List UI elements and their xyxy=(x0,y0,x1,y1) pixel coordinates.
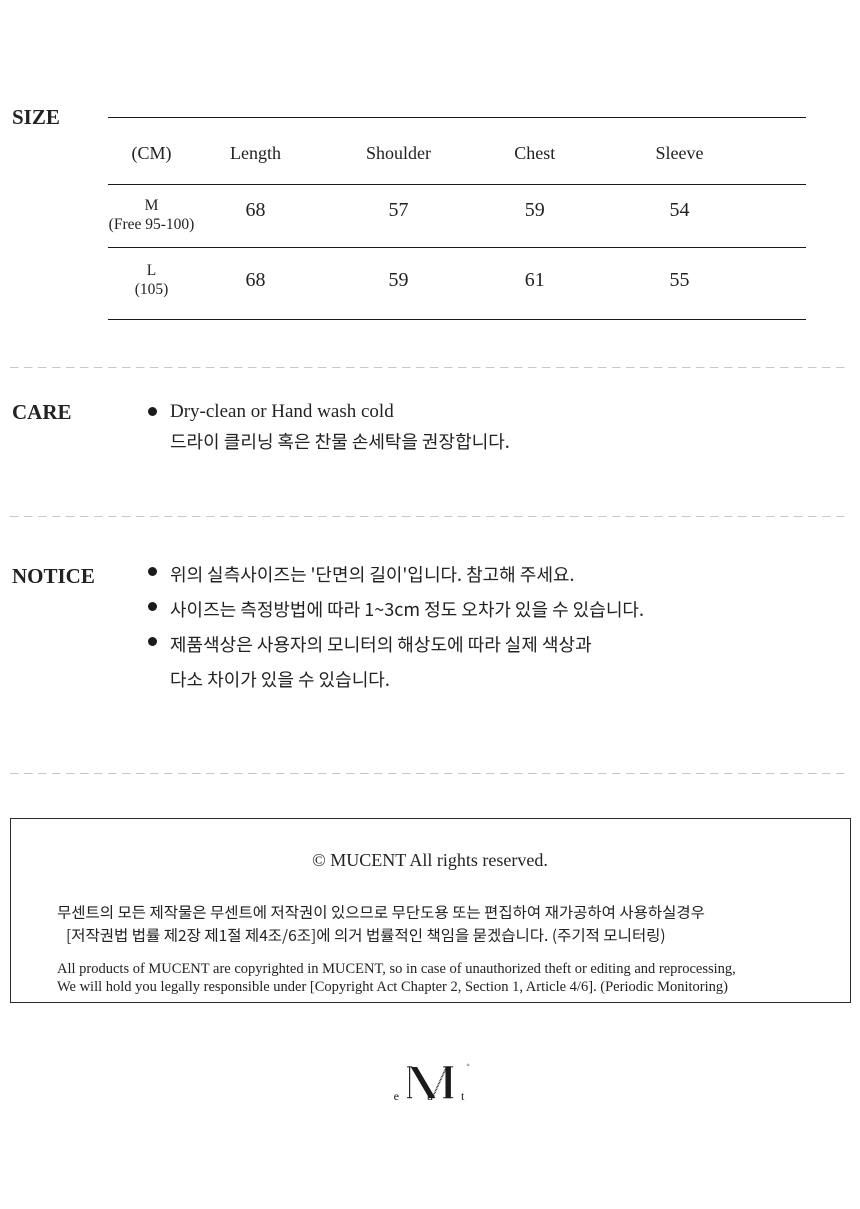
svg-text:e: e xyxy=(394,1089,399,1103)
svg-text:t: t xyxy=(461,1089,465,1103)
